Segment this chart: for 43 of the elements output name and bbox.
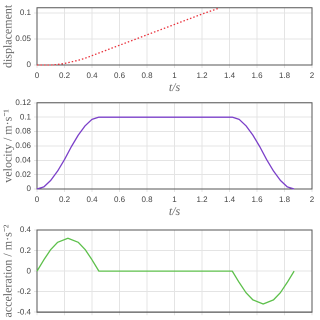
x-tick-label: 1.4 [224, 195, 236, 204]
x-tick-label: 0.2 [58, 195, 71, 204]
x-tick-label: 0.4 [86, 195, 98, 204]
x-tick-label: 0.8 [141, 71, 154, 80]
x-tick-label: 1.6 [251, 71, 264, 80]
x-tick-label: 1.6 [251, 195, 264, 204]
y-tick-label: 0.08 [15, 126, 32, 136]
y-tick-label: 0.2 [20, 246, 32, 255]
y-tick-label: 0 [26, 184, 32, 194]
x-tick-label: 2 [310, 195, 315, 204]
x-tick-label: 1.2 [196, 195, 208, 204]
x-tick-label: 1.2 [196, 71, 208, 80]
y-tick-label: 0.12 [15, 98, 32, 108]
x-axis-title: t/s [168, 204, 180, 218]
x-tick-label: 0 [34, 195, 40, 204]
x-tick-label: 0.4 [86, 71, 98, 80]
y-tick-label: 0.02 [15, 170, 32, 179]
x-tick-label: 2 [310, 71, 315, 80]
x-tick-label: 1.4 [224, 71, 236, 80]
x-tick-label: 1 [172, 71, 178, 80]
y-tick-label: 0 [26, 266, 32, 276]
y-tick-label: 0.05 [15, 34, 32, 44]
x-tick-label: 0.6 [114, 195, 126, 204]
x-tick-label: 1 [172, 195, 178, 204]
x-tick-label: 1.8 [278, 195, 291, 204]
y-axis-title: acceleration / m·s⁻² [0, 224, 14, 318]
x-tick-label: 0.2 [58, 71, 71, 80]
x-tick-label: 1.8 [278, 71, 291, 80]
y-tick-label: 0 [26, 60, 32, 70]
x-tick-label: 0.6 [114, 71, 126, 80]
y-axis-title: velocity / m·s⁻¹ [0, 108, 14, 183]
y-axis-title: displacement [0, 4, 14, 68]
x-axis-title: t/s [168, 80, 180, 94]
y-tick-label: -0.4 [17, 307, 32, 316]
x-tick-label: 0.8 [141, 195, 154, 204]
line-series [36, 8, 220, 66]
y-tick-label: 0.04 [15, 155, 32, 164]
y-tick-label: 0.1 [20, 8, 32, 18]
y-tick-label: 0.4 [20, 225, 32, 234]
x-tick-label: 0 [34, 71, 40, 80]
y-tick-label: 0.06 [15, 141, 32, 150]
y-tick-label: 0.1 [20, 112, 32, 122]
y-tick-label: -0.2 [17, 286, 32, 296]
